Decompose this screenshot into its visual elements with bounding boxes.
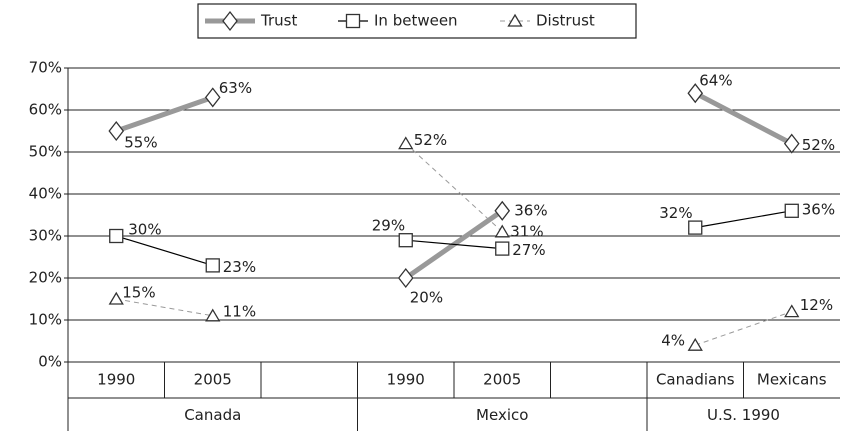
x-tick-label: 2005 — [194, 371, 232, 389]
value-label: 11% — [223, 302, 256, 320]
value-label: 52% — [414, 131, 447, 149]
x-tick-label: Mexicans — [757, 371, 827, 389]
legend-box — [197, 3, 637, 39]
marker-square — [495, 241, 510, 256]
marker-triangle — [205, 308, 221, 322]
series-line — [116, 210, 792, 266]
group-label: U.S. 1990 — [707, 406, 780, 424]
x-tick-label: 1990 — [387, 371, 425, 389]
x-tick-label: 2005 — [483, 371, 521, 389]
marker-diamond — [494, 200, 511, 221]
y-tick-label: 70% — [29, 59, 62, 77]
marker-triangle — [108, 291, 124, 305]
marker-triangle — [398, 136, 414, 150]
marker-diamond — [108, 120, 125, 142]
value-label: 31% — [510, 222, 543, 240]
value-label: 15% — [122, 284, 155, 302]
x-tick-label: 1990 — [97, 371, 135, 389]
y-tick-label: 60% — [29, 101, 62, 119]
marker-diamond — [397, 267, 414, 289]
value-label: 20% — [410, 289, 443, 307]
value-label: 52% — [802, 136, 835, 154]
value-label: 4% — [661, 332, 685, 350]
marker-diamond — [222, 10, 238, 32]
marker-square — [109, 228, 124, 244]
legend-label: Distrust — [536, 12, 595, 30]
marker-square — [784, 203, 799, 218]
marker-diamond — [783, 133, 800, 154]
marker-diamond — [687, 83, 704, 104]
value-label: 29% — [372, 217, 405, 235]
series-line — [116, 143, 792, 346]
group-label: Mexico — [476, 406, 528, 424]
legend-label: Trust — [260, 12, 297, 30]
group-label: Canada — [184, 406, 241, 424]
value-label: 32% — [659, 204, 692, 222]
y-tick-label: 30% — [29, 227, 62, 245]
marker-triangle — [687, 337, 703, 351]
x-tick-label: Canadians — [656, 371, 735, 389]
marker-square — [205, 258, 220, 273]
marker-square — [345, 13, 361, 29]
marker-triangle — [784, 304, 800, 318]
value-label: 30% — [128, 221, 161, 239]
marker-triangle — [494, 224, 510, 238]
y-tick-label: 40% — [29, 185, 62, 203]
value-label: 12% — [800, 296, 833, 314]
series-line — [115, 90, 793, 281]
marker-triangle — [507, 13, 523, 27]
value-label: 55% — [124, 134, 157, 152]
value-label: 36% — [802, 200, 835, 218]
value-label: 27% — [512, 241, 545, 259]
value-label: 63% — [219, 79, 252, 97]
value-label: 64% — [699, 72, 732, 90]
marker-square — [688, 220, 703, 235]
y-tick-label: 0% — [38, 353, 62, 371]
marker-diamond — [204, 87, 221, 108]
y-tick-label: 10% — [29, 311, 62, 329]
marker-square — [398, 233, 413, 248]
legend-label: In between — [374, 12, 458, 30]
value-label: 23% — [223, 258, 256, 276]
y-tick-label: 20% — [29, 269, 62, 287]
value-label: 36% — [514, 201, 547, 219]
y-tick-label: 50% — [29, 143, 62, 161]
